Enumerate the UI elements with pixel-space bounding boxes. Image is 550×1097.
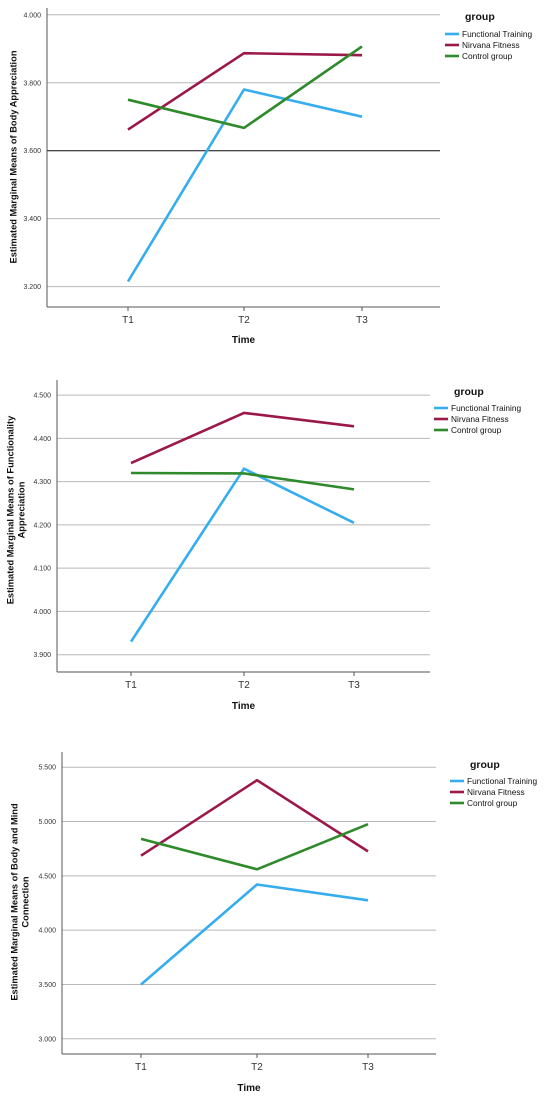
y-tick-label: 5.500 [38, 765, 56, 772]
y-tick-label: 4.300 [33, 479, 51, 486]
legend-title: group [465, 11, 495, 23]
y-axis-title-line: Connection [20, 876, 30, 927]
series-line-functional-training [129, 467, 355, 643]
y-axis-title-group: Estimated Marginal Means of Functionalit… [5, 415, 26, 604]
x-tick-label: T1 [135, 1062, 147, 1073]
legend-label: Control group [462, 51, 513, 61]
y-tick-label: 3.000 [38, 1036, 56, 1043]
y-tick-label: 5.000 [38, 819, 56, 826]
legend-label: Functional Training [451, 403, 521, 413]
y-tick-label: 4.000 [23, 12, 41, 19]
series-line-functional-training [140, 883, 369, 986]
chart-2: 3.900 4.000 4.100 4.200 4.300 4.400 4.500 T1 T2 T… [5, 380, 521, 712]
series-line-control-group [130, 471, 355, 491]
y-tick-label: 3.900 [33, 652, 51, 659]
y-tick-label: 4.000 [33, 609, 51, 616]
y-tick-label: 3.500 [38, 982, 56, 989]
y-tick-label: 4.500 [38, 873, 56, 880]
legend-label: Control group [467, 798, 518, 808]
y-axis-title-group: Estimated Marginal Means of Body Appreci… [8, 50, 18, 263]
x-tick-label: T3 [362, 1062, 374, 1073]
legend-label: Functional Training [462, 29, 532, 39]
series-line-nirvana-fitness [127, 51, 363, 131]
x-tick-label: T2 [238, 315, 250, 326]
y-axis-title-group: Estimated Marginal Means of Body and Min… [9, 803, 30, 1001]
legend-title: group [470, 759, 500, 771]
y-tick-label: 4.200 [33, 522, 51, 529]
x-axis-title: Time [237, 1083, 261, 1094]
y-tick-label: 3.400 [23, 216, 41, 223]
x-tick-label: T1 [122, 315, 134, 326]
x-axis-title: Time [232, 335, 256, 346]
x-tick-label: T2 [238, 680, 250, 691]
y-axis-title-line: Estimated Marginal Means of Body and Min… [9, 803, 19, 1001]
series-line-control-group [127, 45, 363, 130]
y-tick-label: 4.400 [33, 436, 51, 443]
y-axis-title-line: Estimated Marginal Means of Functionalit… [5, 415, 15, 604]
y-tick-label: 4.100 [33, 566, 51, 573]
x-tick-label: T1 [125, 680, 137, 691]
x-tick-label: T3 [348, 680, 360, 691]
chart-1: 3.200 3.400 3.600 3.800 4.000 T1 T2 T3 Time Estim… [8, 8, 532, 346]
legend-label: Nirvana Fitness [462, 40, 520, 50]
y-tick-label: 3.600 [23, 148, 41, 155]
y-tick-label: 4.500 [33, 393, 51, 400]
series-line-nirvana-fitness [140, 778, 369, 857]
legend-label: Control group [451, 425, 502, 435]
y-tick-label: 3.200 [23, 284, 41, 291]
legend-label: Functional Training [467, 776, 537, 786]
chart-3: 3.000 3.500 4.000 4.500 5.000 5.500 T1 T2 T3 Time… [9, 752, 537, 1094]
series-line-nirvana-fitness [130, 411, 355, 465]
y-axis-title: Estimated Marginal Means of Body Appreci… [8, 50, 18, 263]
legend-label: Nirvana Fitness [451, 414, 509, 424]
y-tick-label: 3.800 [23, 80, 41, 87]
y-axis-title-line: Appreciation [16, 481, 26, 538]
x-axis-title: Time [232, 701, 256, 712]
x-tick-label: T3 [356, 315, 368, 326]
legend-label: Nirvana Fitness [467, 787, 525, 797]
x-tick-label: T2 [251, 1062, 263, 1073]
legend-title: group [454, 386, 484, 398]
series-line-functional-training [126, 88, 363, 283]
y-tick-label: 4.000 [38, 928, 56, 935]
series-line-control-group [140, 822, 369, 871]
